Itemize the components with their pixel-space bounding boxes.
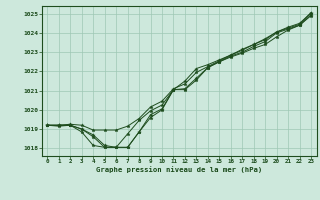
X-axis label: Graphe pression niveau de la mer (hPa): Graphe pression niveau de la mer (hPa) — [96, 166, 262, 173]
